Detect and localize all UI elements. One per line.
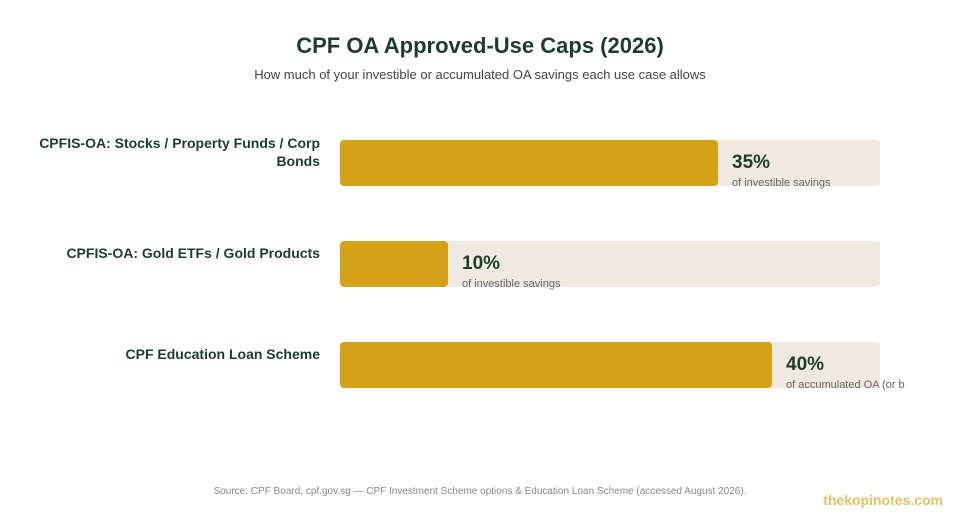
bar-value-unit: of investible savings <box>462 278 561 290</box>
bar-label: CPFIS-OA: Gold ETFs / Gold Products <box>66 245 320 261</box>
chart-title: CPF OA Approved-Use Caps (2026) <box>296 33 664 58</box>
bar <box>340 140 718 186</box>
bar-label: CPF Education Loan Scheme <box>125 346 320 362</box>
brand-watermark: thekopinotes.com <box>823 492 943 508</box>
bar-label: CPFIS-OA: Stocks / Property Funds / Corp… <box>39 135 320 169</box>
bar-value-label: 10% <box>462 253 501 274</box>
chart-subtitle: How much of your investible or accumulat… <box>254 67 706 82</box>
bar-track <box>340 140 880 186</box>
bar <box>340 241 448 287</box>
source-note: Source: CPF Board, cpf.gov.sg — CPF Inve… <box>213 486 747 497</box>
bar-track <box>340 342 880 388</box>
bar-value-label: 35% <box>732 152 771 173</box>
bar-value-unit: of investible savings <box>732 177 831 189</box>
bar-value-unit: of accumulated OA (or b <box>786 379 905 391</box>
bar-track <box>340 241 880 287</box>
bar <box>340 342 772 388</box>
bar-value-label: 40% <box>786 354 825 375</box>
